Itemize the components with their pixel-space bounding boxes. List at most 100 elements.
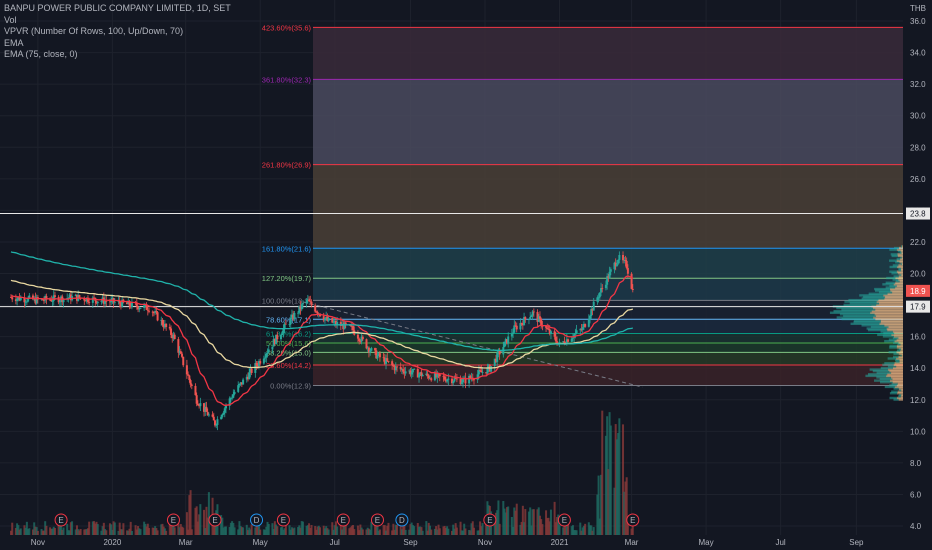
- candle-body: [198, 405, 201, 407]
- volume-bar: [361, 529, 364, 535]
- candle-body: [214, 420, 217, 426]
- volume-bar: [339, 521, 342, 535]
- volume-bar: [134, 525, 137, 535]
- vpvr-bar-up: [900, 245, 903, 248]
- candle-body: [571, 337, 574, 339]
- candle-body: [606, 276, 609, 285]
- vpvr-bar-up: [891, 382, 898, 385]
- candle-body: [336, 322, 339, 325]
- candle-body: [356, 334, 359, 339]
- vpvr-bar-down: [897, 254, 903, 258]
- volume-bar: [442, 526, 445, 535]
- volume-bar: [267, 523, 270, 535]
- dividend-marker[interactable]: D: [250, 513, 264, 527]
- candle-body: [505, 339, 508, 344]
- candle-body: [242, 379, 245, 385]
- vpvr-bar-up: [889, 284, 897, 288]
- vpvr-bar-up: [841, 317, 876, 321]
- candle-body: [391, 361, 394, 366]
- fib-level-label: 0.00%(12.9): [270, 382, 311, 391]
- vpvr-bar-up: [893, 246, 899, 250]
- volume-bar: [95, 521, 98, 535]
- candle-body: [513, 325, 516, 333]
- volume-bar: [348, 528, 351, 535]
- legend-ema75[interactable]: EMA (75, close, 0): [4, 49, 78, 59]
- fib-level-label: 261.80%(26.9): [262, 161, 312, 170]
- vpvr-bar-up: [833, 309, 872, 313]
- y-tick-label: 32.0: [910, 80, 926, 89]
- volume-bar: [40, 529, 43, 535]
- volume-bar: [386, 525, 389, 535]
- volume-bar: [117, 530, 120, 535]
- vpvr-bar-up: [876, 376, 891, 379]
- volume-bar: [86, 528, 89, 535]
- vpvr-bar-up: [844, 300, 877, 303]
- volume-bar: [52, 526, 55, 535]
- vpvr-bar-down: [880, 321, 903, 324]
- volume-bar: [366, 527, 369, 535]
- candle-body: [105, 300, 108, 302]
- volume-bar: [104, 529, 107, 535]
- volume-bar: [580, 530, 583, 535]
- vpvr-bar-down: [884, 324, 903, 327]
- vpvr-bar-up: [898, 267, 901, 270]
- vpvr-bar-down: [896, 338, 903, 341]
- vpvr-bar-down: [895, 281, 903, 284]
- earnings-marker[interactable]: E: [370, 513, 384, 527]
- earnings-marker[interactable]: E: [336, 513, 350, 527]
- earnings-marker[interactable]: E: [626, 513, 640, 527]
- vpvr-bar-up: [885, 281, 896, 284]
- volume-bar: [148, 527, 151, 535]
- candle-body: [275, 334, 278, 345]
- x-tick-label: May: [253, 538, 268, 547]
- candle-body: [442, 376, 445, 378]
- candle-body: [404, 371, 407, 374]
- volume-bar: [515, 503, 518, 535]
- chart-legend: BANPU POWER PUBLIC COMPANY LIMITED, 1D, …: [4, 3, 231, 61]
- volume-bar: [138, 528, 141, 535]
- candle-body: [290, 314, 293, 318]
- candle-body: [481, 372, 484, 373]
- vpvr-bar-down: [879, 322, 903, 325]
- volume-bar: [547, 517, 550, 535]
- dividend-marker[interactable]: D: [395, 513, 409, 527]
- vpvr-bar-down: [901, 347, 903, 351]
- legend-ema[interactable]: EMA: [4, 37, 24, 48]
- volume-bar: [206, 517, 209, 535]
- volume-bar: [9, 530, 12, 535]
- candle-body: [322, 316, 325, 321]
- candle-body: [25, 301, 28, 303]
- earnings-marker[interactable]: E: [557, 513, 571, 527]
- volume-bar: [427, 522, 430, 535]
- vpvr-bar-down: [892, 380, 903, 384]
- candle-body: [433, 373, 436, 381]
- volume-bar: [245, 524, 248, 535]
- earnings-marker[interactable]: E: [208, 513, 222, 527]
- vpvr-bar-down: [895, 276, 903, 280]
- candle-body: [592, 301, 595, 311]
- legend-symbol[interactable]: BANPU POWER PUBLIC COMPANY LIMITED, 1D, …: [4, 3, 231, 13]
- volume-bar: [493, 518, 496, 535]
- volume-bar: [425, 521, 428, 535]
- volume-bar: [460, 530, 463, 535]
- candle-body: [464, 377, 467, 384]
- legend-vol[interactable]: Vol: [4, 14, 17, 25]
- vpvr-bar-up: [899, 388, 902, 392]
- candle-body: [289, 317, 292, 325]
- earnings-marker[interactable]: E: [483, 513, 497, 527]
- vpvr-bar-up: [836, 316, 874, 319]
- earnings-marker[interactable]: E: [166, 513, 180, 527]
- vpvr-bar-up: [882, 335, 894, 338]
- earnings-marker[interactable]: E: [54, 513, 68, 527]
- legend-vpvr[interactable]: VPVR (Number Of Rows, 100, Up/Down, 70): [4, 26, 184, 36]
- vpvr-bar-up: [889, 392, 898, 395]
- volume-bar: [145, 526, 148, 535]
- volume-bar: [229, 522, 232, 535]
- candle-body: [293, 312, 296, 320]
- candle-body: [420, 372, 423, 377]
- candle-body: [178, 351, 181, 353]
- candle-body: [366, 347, 369, 349]
- fib-zone: [313, 342, 903, 353]
- earnings-marker[interactable]: E: [276, 513, 290, 527]
